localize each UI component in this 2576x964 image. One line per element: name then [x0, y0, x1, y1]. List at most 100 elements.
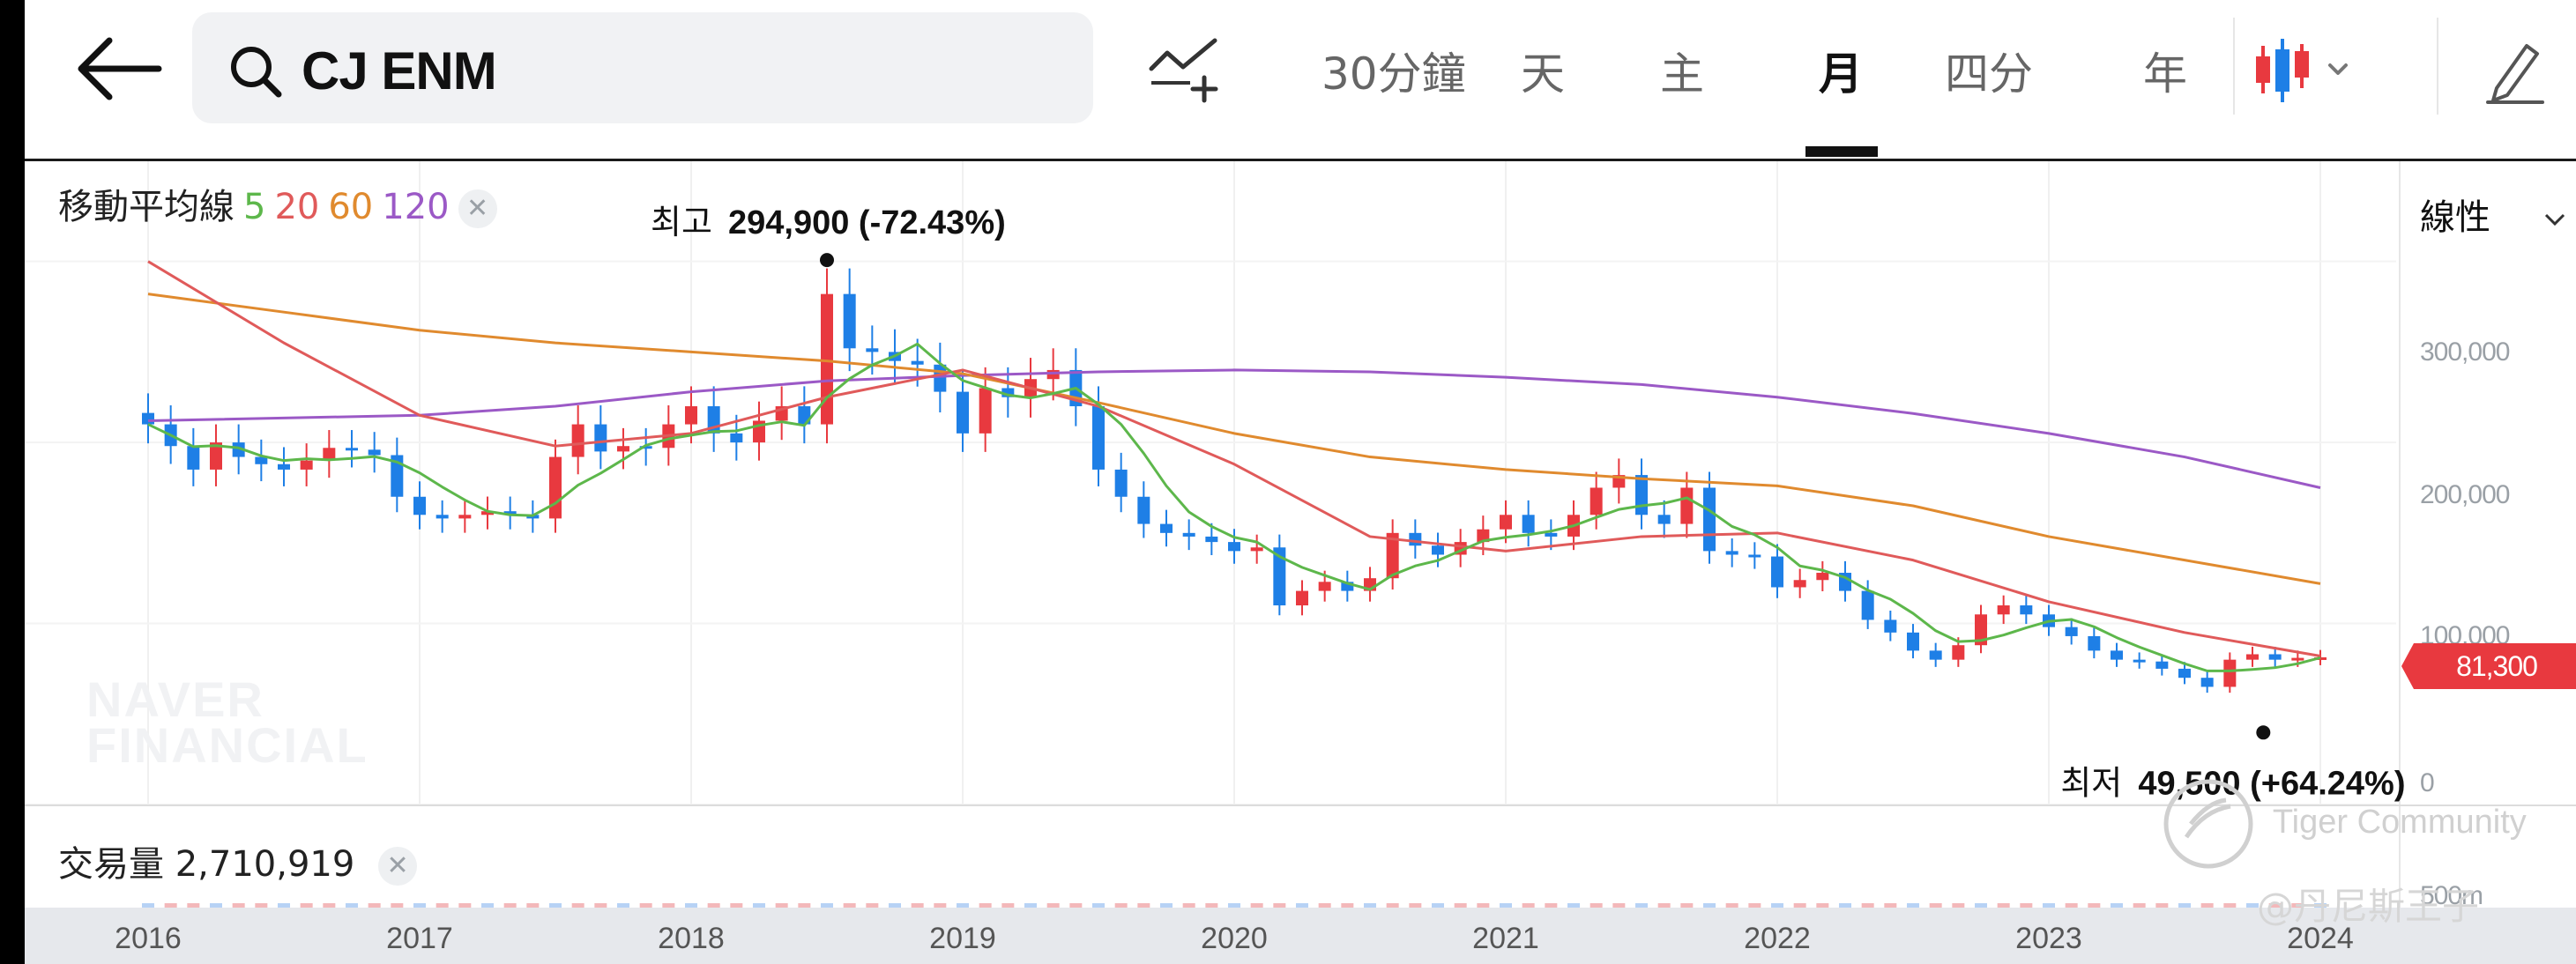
- volume-bar: [1612, 903, 1626, 908]
- candle: [594, 424, 607, 452]
- volume-bar: [1929, 903, 1942, 908]
- volume-bar: [2178, 903, 2191, 908]
- volume-axis-label: 500m: [2420, 881, 2483, 910]
- candle: [1228, 542, 1240, 552]
- chart-type-button[interactable]: [2251, 35, 2356, 109]
- candlestick-icon: [2256, 39, 2348, 102]
- tab-30min[interactable]: 30分鐘: [1322, 48, 1466, 100]
- volume-bar: [2020, 903, 2033, 908]
- current-price-tag: 81,300: [2401, 643, 2576, 689]
- volume-bar: [2246, 903, 2259, 908]
- tab-year[interactable]: 年: [2143, 48, 2187, 100]
- volume-bar: [278, 903, 290, 908]
- candle: [685, 406, 697, 425]
- volume-bar: [1432, 903, 1444, 908]
- candle: [979, 388, 992, 434]
- volume-bar: [1114, 903, 1128, 908]
- volume-bar: [2200, 903, 2214, 908]
- volume-bar: [1250, 903, 1263, 908]
- candle: [2268, 654, 2282, 660]
- volume-bar: [1884, 903, 1897, 908]
- tab-day[interactable]: 天: [1521, 48, 1565, 100]
- volume-bar: [594, 903, 607, 908]
- divider: [2437, 18, 2438, 115]
- candle: [866, 348, 879, 352]
- high-marker: [820, 253, 834, 268]
- x-tick-label: 2022: [1744, 922, 1811, 955]
- candle: [1725, 551, 1738, 555]
- volume-bar: [164, 903, 177, 908]
- search-box[interactable]: CJ ENM: [192, 12, 1093, 123]
- ma-120-label: 120: [382, 187, 450, 227]
- candle: [1409, 532, 1422, 546]
- candle: [1929, 650, 1942, 660]
- x-axis-bar[interactable]: [25, 908, 2576, 964]
- candle: [368, 449, 381, 456]
- arrow-left-icon: [78, 37, 162, 100]
- candle: [2155, 661, 2169, 669]
- candle: [1273, 547, 1286, 606]
- back-button[interactable]: [71, 33, 168, 104]
- close-ma-icon[interactable]: ✕: [458, 189, 497, 228]
- volume-bar: [368, 903, 381, 908]
- volume-bar: [1364, 903, 1376, 908]
- volume-bar: [1318, 903, 1331, 908]
- tab-quarter[interactable]: 四分: [1945, 48, 2033, 100]
- ma-120-line: [147, 368, 2321, 489]
- volume-bar: [1454, 903, 1467, 908]
- volume-bar: [775, 903, 788, 908]
- ma-5-line: [147, 342, 2321, 672]
- tab-month[interactable]: 月: [1819, 48, 1863, 100]
- volume-bar: [1296, 903, 1308, 908]
- price-chart[interactable]: 최고 294,900 (-72.43%) 최저 49,500 (+64.24%): [25, 161, 2576, 908]
- candle: [391, 455, 404, 497]
- candle: [821, 293, 833, 425]
- y-tick-0: 0: [2420, 768, 2435, 797]
- candle: [323, 448, 336, 461]
- volume-bar: [526, 903, 540, 908]
- volume-bar: [210, 903, 222, 908]
- search-query: CJ ENM: [302, 41, 497, 100]
- y-tick-200000: 200,000: [2420, 480, 2510, 509]
- chevron-down-icon: [2328, 63, 2348, 75]
- scale-selector[interactable]: 線性: [2420, 189, 2572, 240]
- volume-bar: [1137, 903, 1150, 908]
- candle: [2065, 627, 2078, 636]
- volume-bar: [1635, 903, 1648, 908]
- volume-bar: [1725, 903, 1738, 908]
- indicator-button[interactable]: [1146, 33, 1225, 108]
- volume-bar: [481, 903, 494, 908]
- x-tick-label: 2024: [2287, 922, 2354, 955]
- x-tick-label: 2023: [2015, 922, 2082, 955]
- author-watermark: @丹尼斯王子: [2257, 885, 2480, 928]
- candle: [730, 433, 743, 443]
- chevron-down-icon: [2544, 213, 2565, 226]
- volume-bar: [1545, 903, 1558, 908]
- candle: [1907, 632, 1919, 651]
- draw-button[interactable]: [2484, 37, 2546, 108]
- tiger-logo-icon: [2163, 779, 2253, 869]
- volume-bar: [1182, 903, 1195, 908]
- volume-bar: [1522, 903, 1535, 908]
- close-volume-icon[interactable]: ✕: [378, 847, 418, 886]
- candle: [187, 446, 200, 470]
- volume-bar: [1228, 903, 1240, 908]
- current-price-value: 81,300: [2456, 650, 2537, 682]
- candle: [1861, 590, 1874, 620]
- volume-bar: [1386, 903, 1399, 908]
- x-tick-label: 2020: [1201, 922, 1268, 955]
- ma-legend-title: 移動平均線: [58, 187, 235, 227]
- volume-legend: 交易量 2,710,919 ✕: [58, 835, 418, 886]
- candle: [1997, 605, 2010, 615]
- candle: [1884, 619, 1897, 633]
- volume-bar: [662, 903, 675, 908]
- candle: [1318, 582, 1331, 591]
- candle: [1771, 556, 1783, 588]
- candle: [1793, 580, 1806, 588]
- candle: [481, 511, 494, 515]
- volume-bar: [2111, 903, 2123, 908]
- watermark-line: FINANCIAL: [86, 717, 369, 773]
- volume-bar: [2043, 903, 2055, 908]
- candle: [1386, 532, 1399, 579]
- tab-week[interactable]: 主: [1660, 48, 1704, 100]
